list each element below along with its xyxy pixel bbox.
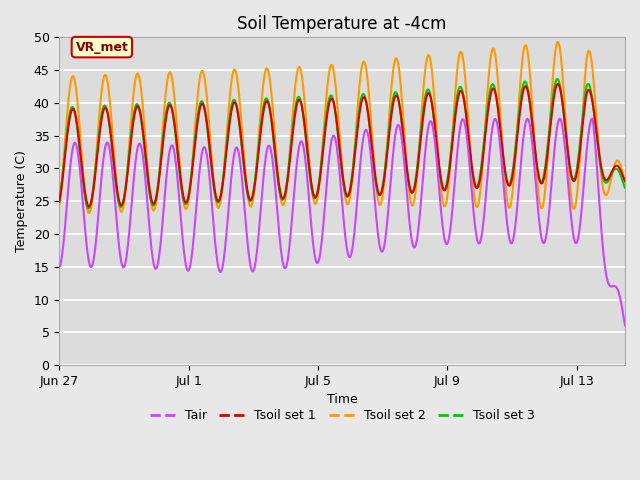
X-axis label: Time: Time (327, 394, 358, 407)
Title: Soil Temperature at -4cm: Soil Temperature at -4cm (237, 15, 447, 33)
Legend: Tair, Tsoil set 1, Tsoil set 2, Tsoil set 3: Tair, Tsoil set 1, Tsoil set 2, Tsoil se… (145, 404, 540, 427)
Y-axis label: Temperature (C): Temperature (C) (15, 150, 28, 252)
Text: VR_met: VR_met (76, 41, 128, 54)
